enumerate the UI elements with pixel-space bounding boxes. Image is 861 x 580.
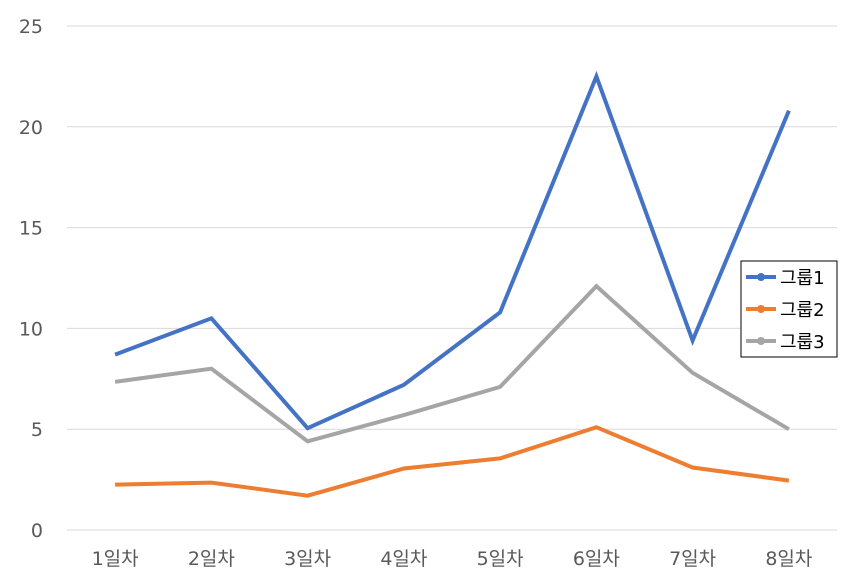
- x-tick-label: 6일차: [573, 548, 620, 570]
- x-tick-label: 8일차: [765, 548, 812, 570]
- legend-label-3: 그룹3: [780, 332, 825, 353]
- legend-marker-1: [757, 273, 765, 281]
- y-axis: 0 5 10 15 20 25: [19, 16, 43, 542]
- y-tick-label: 25: [19, 16, 43, 38]
- y-tick-label: 20: [19, 117, 43, 139]
- series-line-1: [114, 70, 791, 431]
- legend-label-2: 그룹2: [780, 300, 825, 321]
- x-tick-label: 1일차: [92, 548, 139, 570]
- x-tick-label: 4일차: [380, 548, 427, 570]
- x-tick-label: 7일차: [669, 548, 716, 570]
- legend-label-1: 그룹1: [780, 268, 825, 289]
- legend-marker-2: [757, 305, 765, 313]
- y-tick-label: 10: [19, 318, 43, 340]
- series-line-3: [114, 283, 790, 444]
- legend-marker-3: [757, 337, 765, 345]
- x-axis: 1일차 2일차 3일차 4일차 5일차 6일차 7일차 8일차: [92, 548, 813, 570]
- gridlines: [67, 25, 837, 531]
- x-tick-label: 5일차: [477, 548, 524, 570]
- y-tick-label: 0: [31, 520, 43, 542]
- x-tick-label: 2일차: [188, 548, 235, 570]
- series-line-2: [115, 425, 790, 498]
- y-tick-label: 5: [31, 419, 43, 441]
- legend: 그룹1 그룹2 그룹3: [740, 260, 838, 358]
- y-tick-label: 15: [19, 218, 43, 240]
- series-lines: [114, 70, 791, 498]
- x-tick-label: 3일차: [284, 548, 331, 570]
